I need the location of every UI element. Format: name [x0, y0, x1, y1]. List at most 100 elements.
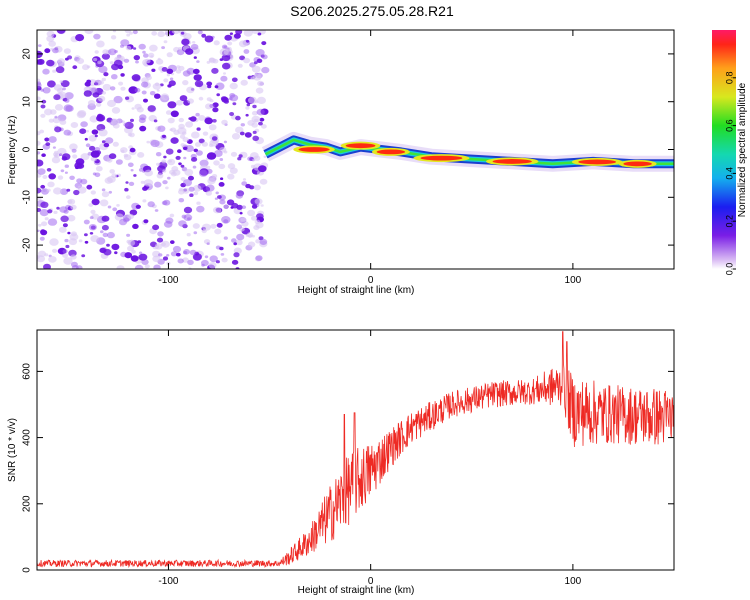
noise-speck: [169, 77, 174, 81]
noise-speck: [37, 82, 42, 89]
noise-speck: [215, 260, 220, 264]
noise-speck: [97, 95, 106, 102]
noise-speck: [215, 191, 219, 195]
noise-speck: [254, 198, 263, 205]
colorbar: 0.0 0.2 0.4 0.6 0.8 Normalized spectral ampl…: [712, 30, 748, 275]
noise-speck: [151, 31, 158, 36]
noise-speck: [156, 162, 161, 166]
noise-speck: [64, 238, 69, 243]
noise-speck: [78, 185, 82, 189]
noise-speck: [161, 159, 167, 164]
noise-speck: [39, 129, 45, 134]
noise-speck: [37, 254, 40, 260]
noise-speck: [52, 117, 61, 124]
noise-speck: [52, 48, 59, 54]
noise-speck: [129, 147, 136, 153]
x-tick-label: 0: [368, 576, 374, 587]
noise-speck: [229, 82, 238, 90]
noise-speck: [208, 262, 217, 269]
noise-speck: [112, 207, 118, 212]
noise-speck: [194, 80, 204, 88]
ridge-peak: [420, 155, 463, 161]
noise-speck: [168, 80, 176, 87]
noise-speck: [53, 187, 62, 195]
noise-speck: [218, 163, 226, 170]
noise-speck: [241, 205, 247, 209]
noise-speck: [156, 237, 164, 243]
noise-speck: [198, 115, 206, 121]
noise-speck: [70, 204, 77, 210]
noise-speck: [41, 99, 47, 104]
noise-speck: [171, 166, 179, 172]
noise-speck: [101, 188, 106, 192]
noise-speck: [255, 213, 264, 220]
noise-speck: [113, 95, 123, 104]
noise-speck: [102, 49, 109, 55]
x-tick-label: -100: [158, 275, 178, 286]
noise-speck: [106, 231, 115, 239]
noise-speck: [231, 77, 238, 83]
noise-speck: [247, 209, 256, 217]
colorbar-tick-label: 0.6: [724, 119, 734, 132]
noise-speck: [206, 81, 213, 87]
noise-speck: [59, 188, 69, 195]
noise-speck: [152, 224, 160, 231]
noise-speck: [223, 72, 226, 75]
noise-speck: [101, 224, 109, 231]
x-tick-label: 100: [565, 576, 582, 587]
noise-speck: [256, 58, 263, 63]
noise-speck: [98, 80, 105, 85]
noise-speck: [210, 223, 217, 229]
noise-speck: [37, 168, 46, 175]
noise-speck: [111, 173, 118, 179]
noise-speck: [84, 81, 91, 87]
noise-speck: [166, 73, 171, 77]
noise-speck: [235, 126, 244, 134]
noise-speck: [124, 30, 132, 34]
noise-speck: [242, 178, 247, 181]
noise-speck: [52, 69, 57, 73]
noise-speck: [108, 190, 113, 194]
noise-speck: [207, 85, 212, 89]
x-tick-label: 0: [368, 275, 374, 286]
noise-speck: [244, 132, 252, 138]
noise-speck: [154, 93, 161, 99]
colorbar-tick-label: 0.4: [724, 167, 734, 180]
noise-speck: [137, 240, 142, 244]
noise-speck: [169, 128, 173, 131]
noise-speck: [251, 204, 258, 209]
noise-speck: [79, 128, 87, 134]
noise-speck: [177, 149, 182, 154]
noise-speck: [148, 52, 155, 58]
noise-speck: [238, 154, 243, 158]
noise-speck: [63, 209, 69, 214]
noise-speck: [78, 239, 83, 243]
noise-speck: [198, 169, 208, 177]
noise-speck: [45, 142, 51, 147]
noise-speck: [93, 57, 98, 62]
noise-speck: [155, 58, 164, 65]
noise-speck: [47, 209, 53, 214]
noise-speck: [94, 172, 101, 178]
noise-speck: [188, 186, 195, 192]
noise-speck: [186, 86, 195, 94]
noise-speck: [255, 239, 261, 244]
noise-speck: [167, 117, 175, 124]
noise-speck: [64, 98, 70, 103]
y-tick-label: 10: [22, 96, 33, 108]
noise-speck: [37, 159, 44, 167]
noise-speck: [239, 212, 243, 215]
noise-speck: [67, 231, 71, 235]
noise-speck: [233, 252, 240, 258]
noise-speck: [259, 178, 268, 185]
noise-speck: [46, 35, 55, 42]
noise-speck: [154, 181, 162, 188]
noise-speck: [160, 93, 169, 101]
noise-speck: [98, 65, 108, 74]
noise-speck: [259, 238, 268, 245]
noise-speck: [178, 220, 187, 227]
snr-axes: -100 0 100 0 200 400 600: [22, 330, 674, 587]
noise-speck: [44, 108, 53, 116]
noise-speck: [102, 83, 112, 91]
